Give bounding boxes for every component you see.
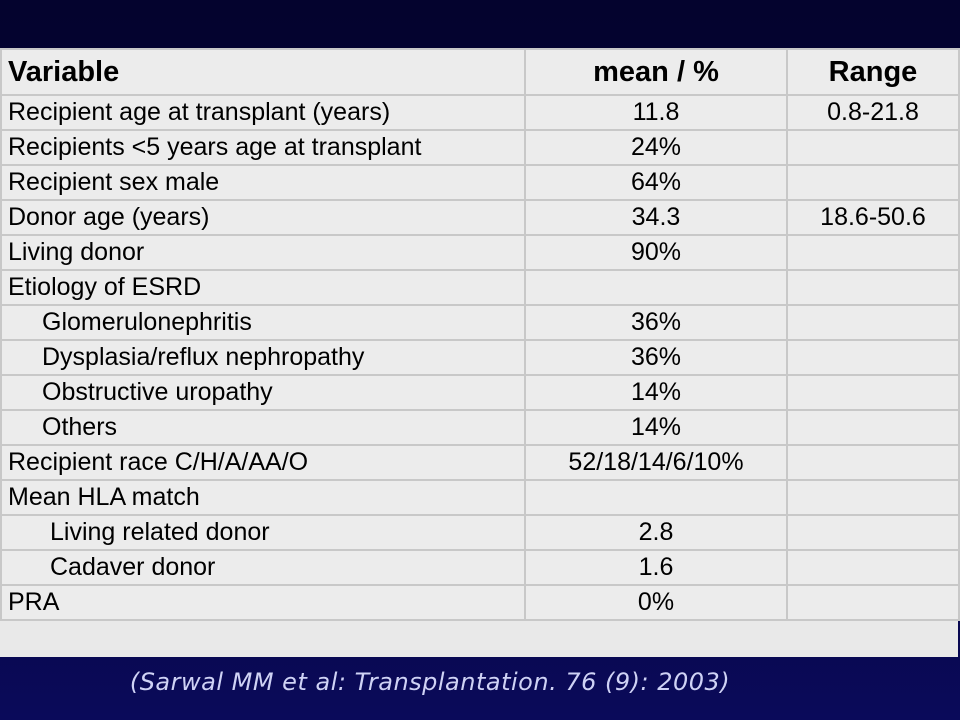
mean-cell: 2.8 — [524, 514, 788, 551]
header-mean: mean / % — [524, 48, 788, 96]
header-variable: Variable — [0, 48, 526, 96]
mean-cell — [524, 479, 788, 516]
range-cell — [786, 409, 960, 446]
variable-cell: Cadaver donor — [0, 549, 526, 586]
variable-cell: Mean HLA match — [0, 479, 526, 516]
table-row: Glomerulonephritis 36% — [0, 304, 960, 341]
mean-cell: 36% — [524, 304, 788, 341]
range-cell — [786, 444, 960, 481]
table-row: Recipient age at transplant (years) 11.8… — [0, 94, 960, 131]
table-row: PRA 0% — [0, 584, 960, 621]
table-row: Obstructive uropathy 14% — [0, 374, 960, 411]
variable-cell: Recipient age at transplant (years) — [0, 94, 526, 131]
mean-cell: 52/18/14/6/10% — [524, 444, 788, 481]
variable-cell: Others — [0, 409, 526, 446]
table-row: Others 14% — [0, 409, 960, 446]
range-cell — [786, 339, 960, 376]
variable-cell: Living related donor — [0, 514, 526, 551]
table-row: Recipient sex male 64% — [0, 164, 960, 201]
data-table: Variable mean / % Range Recipient age at… — [0, 48, 960, 621]
mean-cell: 24% — [524, 129, 788, 166]
range-cell: 18.6-50.6 — [786, 199, 960, 236]
range-cell — [786, 549, 960, 586]
table-header-row: Variable mean / % Range — [0, 48, 960, 96]
table-row: Donor age (years) 34.3 18.6-50.6 — [0, 199, 960, 236]
mean-cell: 14% — [524, 374, 788, 411]
variable-cell: PRA — [0, 584, 526, 621]
variable-cell: Donor age (years) — [0, 199, 526, 236]
variable-cell: Obstructive uropathy — [0, 374, 526, 411]
table-row: Cadaver donor 1.6 — [0, 549, 960, 586]
mean-cell — [524, 269, 788, 306]
variable-cell: Dysplasia/reflux nephropathy — [0, 339, 526, 376]
table-row: Etiology of ESRD — [0, 269, 960, 306]
header-range: Range — [786, 48, 960, 96]
range-cell — [786, 164, 960, 201]
table-row: Recipients <5 years age at transplant 24… — [0, 129, 960, 166]
range-cell — [786, 304, 960, 341]
variable-cell: Glomerulonephritis — [0, 304, 526, 341]
variable-cell: Living donor — [0, 234, 526, 271]
variable-cell: Recipient sex male — [0, 164, 526, 201]
mean-cell: 1.6 — [524, 549, 788, 586]
table-row: Recipient race C/H/A/AA/O 52/18/14/6/10% — [0, 444, 960, 481]
variable-cell: Recipient race C/H/A/AA/O — [0, 444, 526, 481]
mean-cell: 0% — [524, 584, 788, 621]
mean-cell: 11.8 — [524, 94, 788, 131]
variable-cell: Recipients <5 years age at transplant — [0, 129, 526, 166]
table-row: Living related donor 2.8 — [0, 514, 960, 551]
range-cell — [786, 269, 960, 306]
mean-cell: 64% — [524, 164, 788, 201]
mean-cell: 14% — [524, 409, 788, 446]
mean-cell: 36% — [524, 339, 788, 376]
range-cell — [786, 129, 960, 166]
table-row: Mean HLA match — [0, 479, 960, 516]
range-cell — [786, 374, 960, 411]
range-cell — [786, 479, 960, 516]
table-row: Living donor 90% — [0, 234, 960, 271]
citation: (Sarwal MM et al: Transplantation. 76 (9… — [129, 668, 731, 696]
range-cell — [786, 234, 960, 271]
range-cell — [786, 584, 960, 621]
mean-cell: 34.3 — [524, 199, 788, 236]
variable-cell: Etiology of ESRD — [0, 269, 526, 306]
table-frame: Variable mean / % Range Recipient age at… — [0, 48, 960, 657]
mean-cell: 90% — [524, 234, 788, 271]
range-cell — [786, 514, 960, 551]
range-cell: 0.8-21.8 — [786, 94, 960, 131]
table-row: Dysplasia/reflux nephropathy 36% — [0, 339, 960, 376]
